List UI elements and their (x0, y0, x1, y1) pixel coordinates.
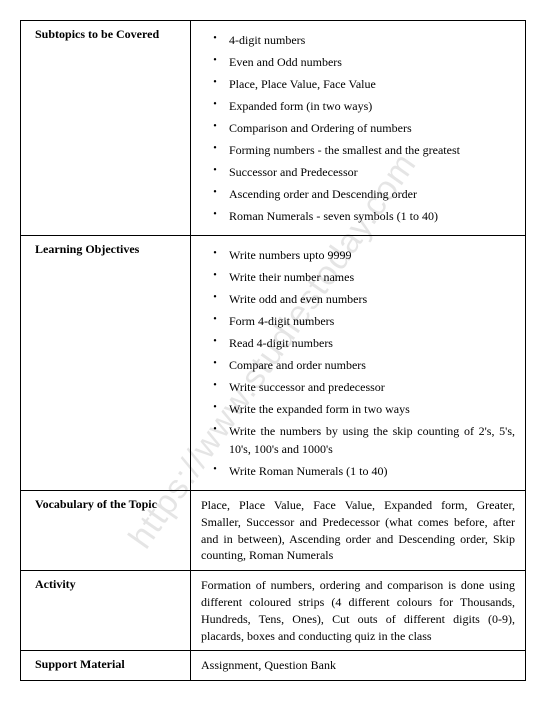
list-item: •Write the numbers by using the skip cou… (201, 422, 515, 458)
table-row: Support Material Assignment, Question Ban… (21, 651, 526, 681)
list-item: •4-digit numbers (201, 31, 515, 49)
bullet-icon: • (201, 312, 229, 327)
table-row: Learning Objectives•Write numbers upto 9… (21, 236, 526, 491)
row-label: Support Material (21, 651, 191, 681)
list-item-text: Write successor and predecessor (229, 378, 515, 396)
bullet-icon: • (201, 141, 229, 156)
list-item-text: Expanded form (in two ways) (229, 97, 515, 115)
row-content: Assignment, Question Bank (191, 651, 526, 681)
list-item-text: Forming numbers - the smallest and the g… (229, 141, 515, 159)
list-item-text: Place, Place Value, Face Value (229, 75, 515, 93)
list-item: •Roman Numerals - seven symbols (1 to 40… (201, 207, 515, 225)
list-item: •Write the expanded form in two ways (201, 400, 515, 418)
table-row: ActivityFormation of numbers, ordering a… (21, 571, 526, 651)
list-item: •Write successor and predecessor (201, 378, 515, 396)
list-item: •Write odd and even numbers (201, 290, 515, 308)
bullet-icon: • (201, 75, 229, 90)
bullet-icon: • (201, 422, 229, 437)
row-label: Learning Objectives (21, 236, 191, 491)
row-content: •Write numbers upto 9999•Write their num… (191, 236, 526, 491)
list-item-text: Write Roman Numerals (1 to 40) (229, 462, 515, 480)
list-item-text: Roman Numerals - seven symbols (1 to 40) (229, 207, 515, 225)
list-item: •Compare and order numbers (201, 356, 515, 374)
list-item-text: Write numbers upto 9999 (229, 246, 515, 264)
list-item-text: Even and Odd numbers (229, 53, 515, 71)
list-item: •Forming numbers - the smallest and the … (201, 141, 515, 159)
list-item: •Form 4-digit numbers (201, 312, 515, 330)
table-row: Vocabulary of the TopicPlace, Place Valu… (21, 491, 526, 571)
bullet-icon: • (201, 163, 229, 178)
list-item-text: Write the numbers by using the skip coun… (229, 422, 515, 458)
bullet-icon: • (201, 334, 229, 349)
list-item: •Even and Odd numbers (201, 53, 515, 71)
bullet-icon: • (201, 53, 229, 68)
row-text: Formation of numbers, ordering and compa… (201, 577, 515, 644)
bullet-icon: • (201, 246, 229, 261)
list-item-text: Read 4-digit numbers (229, 334, 515, 352)
list-item: •Comparison and Ordering of numbers (201, 119, 515, 137)
list-item-text: 4-digit numbers (229, 31, 515, 49)
row-text: Assignment, Question Bank (201, 657, 515, 674)
row-label: Subtopics to be Covered (21, 21, 191, 236)
list-item: •Ascending order and Descending order (201, 185, 515, 203)
bullet-icon: • (201, 31, 229, 46)
bullet-icon: • (201, 356, 229, 371)
list-item: •Read 4-digit numbers (201, 334, 515, 352)
bullet-icon: • (201, 290, 229, 305)
bullet-icon: • (201, 400, 229, 415)
list-item: •Write numbers upto 9999 (201, 246, 515, 264)
syllabus-table: Subtopics to be Covered•4-digit numbers•… (20, 20, 526, 681)
list-item-text: Write odd and even numbers (229, 290, 515, 308)
row-text: Place, Place Value, Face Value, Expanded… (201, 497, 515, 564)
list-item-text: Form 4-digit numbers (229, 312, 515, 330)
row-content: Place, Place Value, Face Value, Expanded… (191, 491, 526, 571)
bullet-icon: • (201, 268, 229, 283)
row-content: Formation of numbers, ordering and compa… (191, 571, 526, 651)
bullet-icon: • (201, 97, 229, 112)
table-row: Subtopics to be Covered•4-digit numbers•… (21, 21, 526, 236)
bullet-icon: • (201, 207, 229, 222)
list-item: •Place, Place Value, Face Value (201, 75, 515, 93)
bullet-icon: • (201, 119, 229, 134)
bullet-icon: • (201, 462, 229, 477)
list-item-text: Ascending order and Descending order (229, 185, 515, 203)
row-label: Activity (21, 571, 191, 651)
list-item: •Successor and Predecessor (201, 163, 515, 181)
list-item-text: Successor and Predecessor (229, 163, 515, 181)
list-item-text: Write their number names (229, 268, 515, 286)
list-item: •Write their number names (201, 268, 515, 286)
list-item: •Expanded form (in two ways) (201, 97, 515, 115)
list-item: •Write Roman Numerals (1 to 40) (201, 462, 515, 480)
list-item-text: Comparison and Ordering of numbers (229, 119, 515, 137)
bullet-icon: • (201, 378, 229, 393)
row-content: •4-digit numbers•Even and Odd numbers•Pl… (191, 21, 526, 236)
list-item-text: Compare and order numbers (229, 356, 515, 374)
bullet-icon: • (201, 185, 229, 200)
list-item-text: Write the expanded form in two ways (229, 400, 515, 418)
row-label: Vocabulary of the Topic (21, 491, 191, 571)
